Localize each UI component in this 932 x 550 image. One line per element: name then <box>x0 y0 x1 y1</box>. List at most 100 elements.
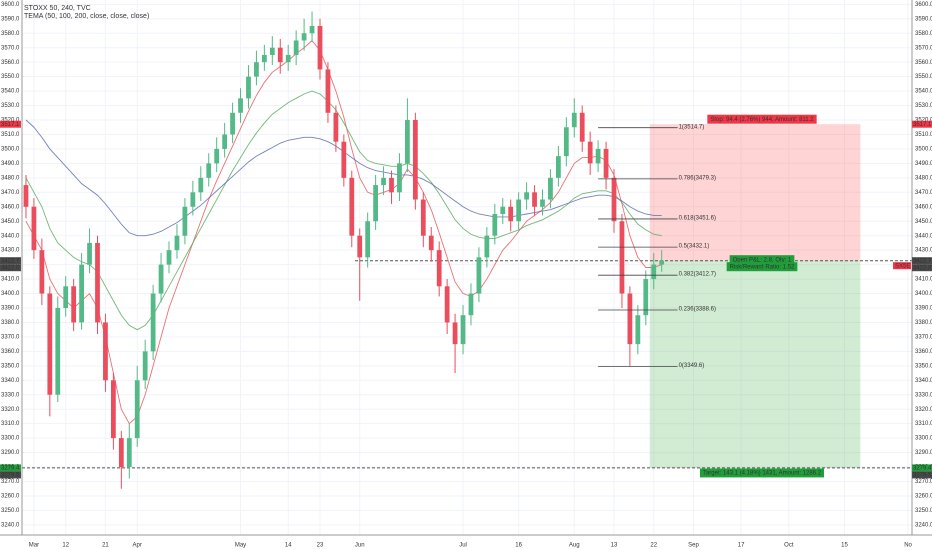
candle-body <box>460 315 466 345</box>
pnl-label-bg <box>729 255 795 265</box>
candle-body <box>87 242 92 265</box>
candle-body <box>643 279 649 316</box>
x-tick-label: No <box>904 543 912 549</box>
candle-body <box>444 286 450 323</box>
candle-body <box>269 47 275 55</box>
price-badge-text: 3279.4 <box>913 465 932 471</box>
candle-body <box>651 264 657 280</box>
y-tick-label: 3270.0 <box>915 479 932 485</box>
pnl-label: Open P&L: 2.8, Qty: 1 <box>729 255 795 265</box>
price-badge <box>0 120 21 128</box>
y-tick-label: 3320.0 <box>915 407 932 413</box>
price-badge-text: 3422.0 <box>1 265 20 271</box>
candle-body <box>261 54 267 63</box>
x-tick-label: Oct <box>784 543 794 549</box>
x-tick-label: 13 <box>611 543 618 549</box>
candle-body <box>405 120 410 164</box>
candle-body <box>397 163 402 193</box>
symbol-tag-bg <box>893 262 911 270</box>
x-tick-label: 23 <box>317 543 324 549</box>
y-tick-label: 3560.0 <box>915 60 932 66</box>
candle-body <box>603 148 609 178</box>
y-tick-label: 3390.0 <box>1 306 20 312</box>
candle-body <box>126 438 132 468</box>
y-tick-label: 3330.0 <box>915 392 932 398</box>
y-tick-label: 3500.0 <box>915 147 932 153</box>
y-tick-label: 3240.0 <box>1 522 20 528</box>
candle-body <box>317 26 323 70</box>
y-tick-label: 3370.0 <box>1 334 20 340</box>
candle-body <box>436 250 442 287</box>
candle-body <box>230 112 235 135</box>
price-badge-text: 3517.1 <box>1 122 20 128</box>
x-tick-label: Jul <box>459 543 467 549</box>
y-tick-label: 3530.0 <box>1 103 20 109</box>
y-tick-label: 3360.0 <box>1 349 20 355</box>
x-tick-label: Jun <box>355 543 365 549</box>
candle-body <box>158 264 164 294</box>
y-tick-label: 3450.0 <box>1 219 20 225</box>
candle-body <box>166 250 172 265</box>
price-badge <box>912 257 932 265</box>
y-tick-label: 3520.0 <box>1 118 20 124</box>
y-tick-label: 3350.0 <box>1 363 20 369</box>
rr-label-text: Risk/Reward Ratio: 1.52 <box>730 264 795 270</box>
plot: 1(3514.7) 0.786(3479.3) 0.618(3451.6) 0.5(3… <box>22 11 912 489</box>
candle-body <box>325 69 331 113</box>
candle-body <box>293 40 299 55</box>
candle-body <box>134 380 140 439</box>
candle-body <box>246 76 251 99</box>
price-badge-text: 3279.5 <box>1 472 20 478</box>
price-badge-text: 3517.1 <box>913 122 932 128</box>
y-tick-label: 3250.0 <box>915 508 932 514</box>
fib-label: 1(3514.7) <box>679 124 705 130</box>
candle-body <box>118 438 124 468</box>
candle-body <box>254 62 259 77</box>
y-tick-label: 3600.0 <box>915 2 932 8</box>
candle-body <box>468 293 474 316</box>
y-tick-label: 3540.0 <box>915 89 932 95</box>
y-tick-label: 3450.0 <box>915 219 932 225</box>
x-tick-label: 17 <box>738 543 745 549</box>
y-tick-label: 3540.0 <box>1 89 20 95</box>
y-tick-label: 3260.0 <box>1 494 20 500</box>
y-tick-label: 3350.0 <box>915 363 932 369</box>
fib-label: 0.618(3451.6) <box>679 215 716 221</box>
y-tick-label: 3570.0 <box>1 45 20 51</box>
candle-body <box>79 264 84 323</box>
candle-body <box>381 177 386 186</box>
candle-body <box>389 177 394 193</box>
candle-body <box>309 26 315 34</box>
x-tick-label: 14 <box>285 543 292 549</box>
candle-body <box>103 322 108 381</box>
candle-body <box>63 286 69 308</box>
price-badge-text: 3279.4 <box>1 465 20 471</box>
candle-body <box>635 315 641 345</box>
y-tick-label: 3340.0 <box>1 378 20 384</box>
candle-body <box>47 293 53 395</box>
y-tick-label: 3580.0 <box>1 31 20 37</box>
y-tick-label: 3310.0 <box>915 421 932 427</box>
fib-label: 0.786(3479.3) <box>679 175 716 181</box>
y-tick-label: 3380.0 <box>915 320 932 326</box>
price-badge <box>0 464 21 472</box>
candle-body <box>579 112 585 142</box>
target-label-text: Target: 143.1 (4.18%) 1431, Amount: 1286… <box>703 470 822 476</box>
target-label: Target: 143.1 (4.18%) 1431, Amount: 1286… <box>699 468 825 478</box>
y-tick-label: 3440.0 <box>1 233 20 239</box>
stop-label: Stop: 94.4 (2.76%) 944, Amount: 811.2 <box>707 114 817 124</box>
candle-body <box>500 206 506 214</box>
candle-body <box>238 98 243 113</box>
candle-body <box>333 112 339 142</box>
candle-body <box>23 185 29 207</box>
y-tick-label: 3340.0 <box>915 378 932 384</box>
price-badge-text: 3422.7 <box>913 258 932 264</box>
stop-zone <box>649 124 861 261</box>
candle-body <box>611 177 617 222</box>
price-badge <box>0 264 21 272</box>
x-tick-label: 12 <box>62 543 69 549</box>
candle-body <box>198 177 204 193</box>
y-tick-label: 3470.0 <box>1 190 20 196</box>
candle-body <box>532 192 537 207</box>
